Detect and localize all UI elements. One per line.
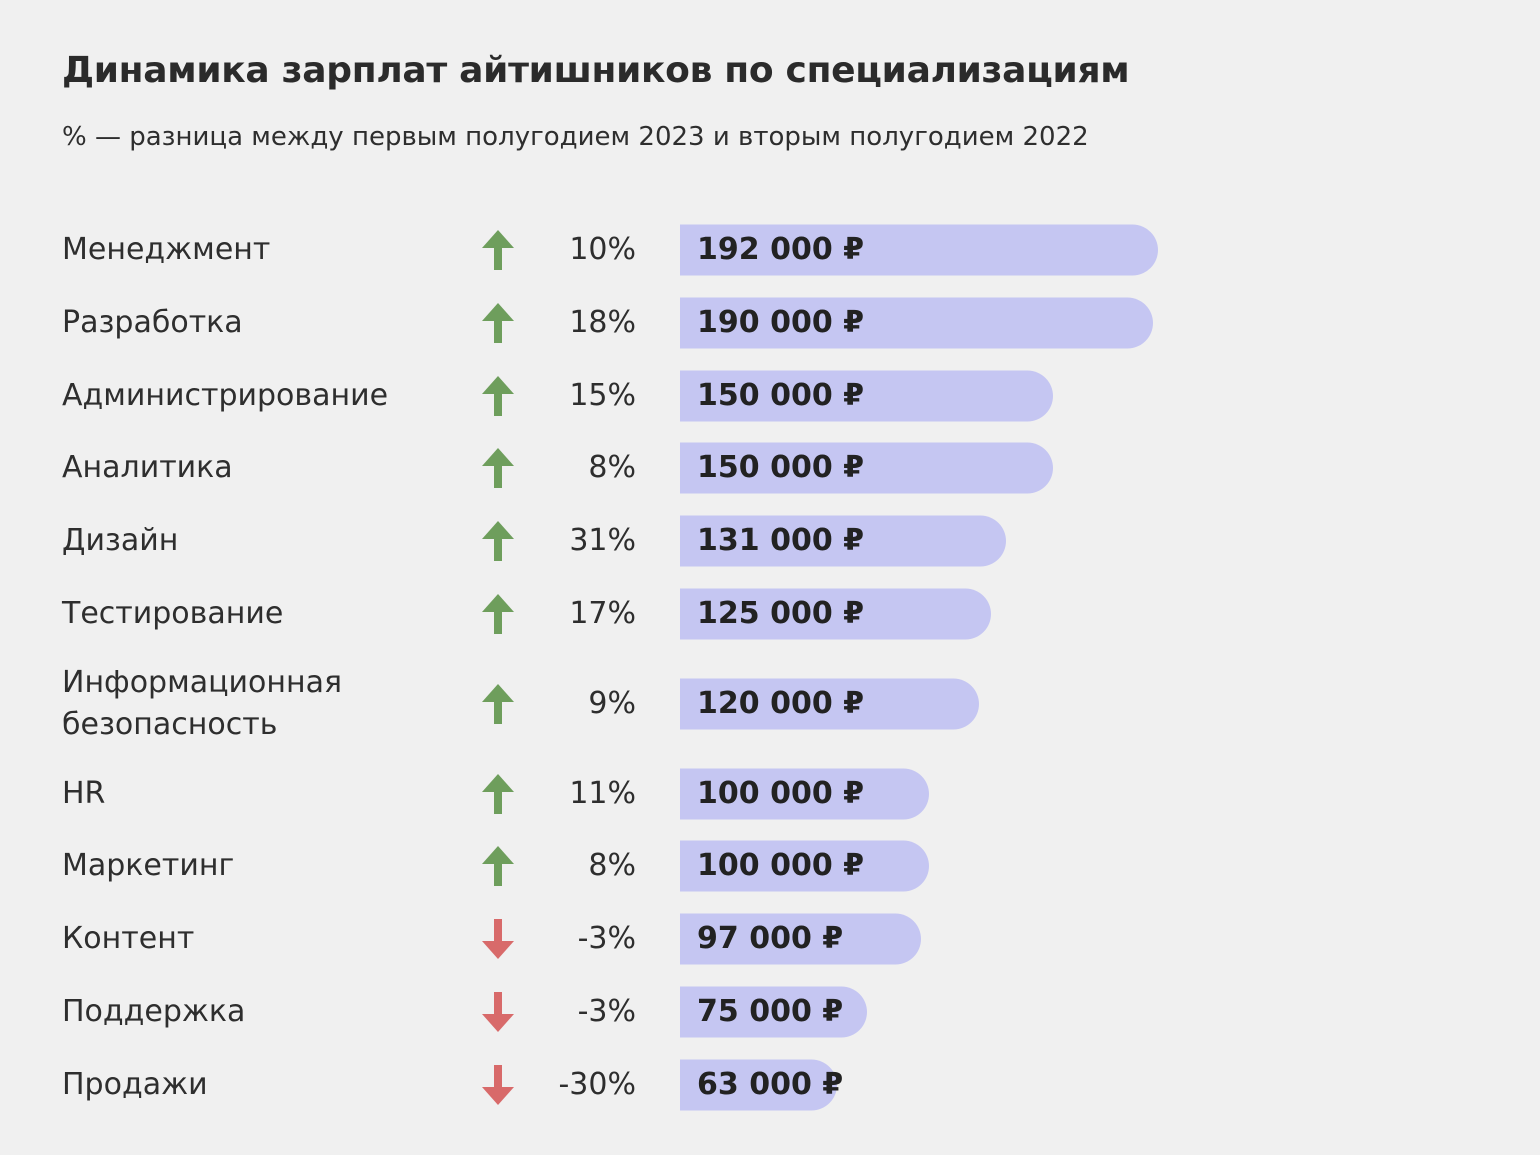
category-label-line: Дизайн xyxy=(62,523,179,558)
salary-value-label: 150 000 ₽ xyxy=(697,378,865,413)
category-label: Поддержка xyxy=(62,991,245,1033)
category-label-line: Менеджмент xyxy=(62,232,271,267)
category-label-line: Маркетинг xyxy=(62,848,235,883)
category-label: Разработка xyxy=(62,302,243,344)
arrow-up-icon xyxy=(482,448,514,488)
category-label-line: Тестирование xyxy=(62,596,284,631)
category-label-line: Аналитика xyxy=(62,450,233,485)
arrow-up-icon xyxy=(482,774,514,814)
category-label-line: Продажи xyxy=(62,1067,208,1102)
arrow-up-icon xyxy=(482,521,514,561)
salary-value-label: 100 000 ₽ xyxy=(697,848,865,883)
category-label: Контент xyxy=(62,918,194,960)
category-label: HR xyxy=(62,773,105,815)
change-percent: -3% xyxy=(577,921,636,956)
category-label-line: HR xyxy=(62,776,106,811)
arrow-up-icon xyxy=(482,594,514,634)
change-percent: 9% xyxy=(588,686,636,721)
salary-value-label: 63 000 ₽ xyxy=(697,1067,844,1102)
arrow-down-icon xyxy=(482,992,514,1032)
chart-title: Динамика зарплат айтишников по специализ… xyxy=(62,50,1130,91)
salary-bar xyxy=(680,370,1053,422)
category-label: Дизайн xyxy=(62,520,178,562)
change-percent: 8% xyxy=(588,450,636,485)
salary-bar xyxy=(680,986,867,1038)
salary-bar xyxy=(680,768,929,820)
salary-bar xyxy=(680,1059,837,1111)
change-percent: -30% xyxy=(558,1067,636,1102)
salary-value-label: 75 000 ₽ xyxy=(697,994,844,1029)
salary-bar xyxy=(680,442,1053,494)
category-label: Администрирование xyxy=(62,375,388,417)
change-percent: 10% xyxy=(569,232,636,267)
salary-value-label: 192 000 ₽ xyxy=(697,232,865,267)
salary-value-label: 100 000 ₽ xyxy=(697,776,865,811)
arrow-up-icon xyxy=(482,846,514,886)
change-percent: 11% xyxy=(569,776,636,811)
category-label: Менеджмент xyxy=(62,229,270,271)
category-label: Информационная безопасность xyxy=(62,662,342,746)
category-label: Продажи xyxy=(62,1064,208,1106)
salary-value-label: 125 000 ₽ xyxy=(697,596,865,631)
category-label-line: Поддержка xyxy=(62,994,246,1029)
category-label-line: Разработка xyxy=(62,305,243,340)
category-label-line: Администрирование xyxy=(62,378,389,413)
salary-value-label: 97 000 ₽ xyxy=(697,921,844,956)
salary-value-label: 131 000 ₽ xyxy=(697,523,865,558)
category-label-line: безопасность xyxy=(62,707,278,742)
arrow-up-icon xyxy=(482,230,514,270)
change-percent: 31% xyxy=(569,523,636,558)
category-label: Маркетинг xyxy=(62,845,234,887)
salary-value-label: 190 000 ₽ xyxy=(697,305,865,340)
category-label: Тестирование xyxy=(62,593,283,635)
chart-subtitle: % — разница между первым полугодием 2023… xyxy=(62,122,1089,152)
salary-bar xyxy=(680,224,1158,276)
salary-bar xyxy=(680,297,1153,349)
change-percent: 8% xyxy=(588,848,636,883)
salary-bar xyxy=(680,515,1006,567)
category-label-line: Контент xyxy=(62,921,195,956)
arrow-up-icon xyxy=(482,376,514,416)
arrow-up-icon xyxy=(482,303,514,343)
change-percent: 15% xyxy=(569,378,636,413)
change-percent: 18% xyxy=(569,305,636,340)
change-percent: 17% xyxy=(569,596,636,631)
salary-bar xyxy=(680,840,929,892)
category-label-line: Информационная xyxy=(62,665,343,700)
arrow-down-icon xyxy=(482,919,514,959)
salary-bar xyxy=(680,678,979,730)
salary-value-label: 150 000 ₽ xyxy=(697,450,865,485)
arrow-up-icon xyxy=(482,684,514,724)
change-percent: -3% xyxy=(577,994,636,1029)
salary-bar xyxy=(680,913,921,965)
salary-value-label: 120 000 ₽ xyxy=(697,686,865,721)
salary-bar xyxy=(680,588,991,640)
arrow-down-icon xyxy=(482,1065,514,1105)
category-label: Аналитика xyxy=(62,447,233,489)
